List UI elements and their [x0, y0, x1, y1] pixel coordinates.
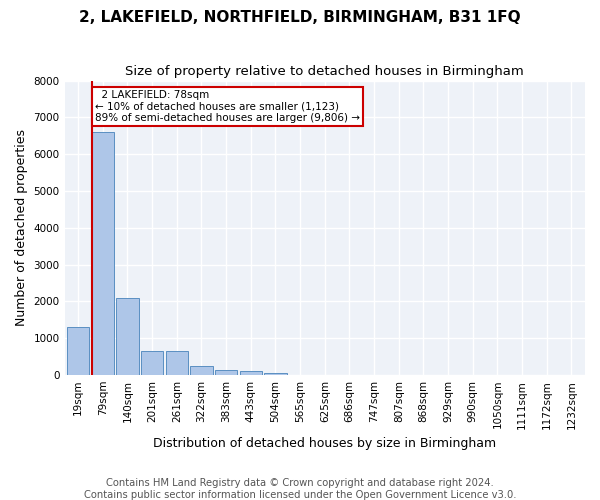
Bar [67, 327, 89, 375]
Text: 2, LAKEFIELD, NORTHFIELD, BIRMINGHAM, B31 1FQ: 2, LAKEFIELD, NORTHFIELD, BIRMINGHAM, B3… [79, 10, 521, 25]
Bar [141, 352, 163, 375]
Bar [116, 298, 139, 375]
Title: Size of property relative to detached houses in Birmingham: Size of property relative to detached ho… [125, 65, 524, 78]
X-axis label: Distribution of detached houses by size in Birmingham: Distribution of detached houses by size … [153, 437, 496, 450]
Text: 2 LAKEFIELD: 78sqm  
← 10% of detached houses are smaller (1,123)
89% of semi-de: 2 LAKEFIELD: 78sqm ← 10% of detached hou… [95, 90, 360, 123]
Bar [166, 352, 188, 375]
Text: Contains HM Land Registry data © Crown copyright and database right 2024.
Contai: Contains HM Land Registry data © Crown c… [84, 478, 516, 500]
Y-axis label: Number of detached properties: Number of detached properties [15, 130, 28, 326]
Bar [265, 373, 287, 375]
Bar [239, 372, 262, 375]
Bar [190, 366, 212, 375]
Bar [92, 132, 114, 375]
Bar [215, 370, 237, 375]
